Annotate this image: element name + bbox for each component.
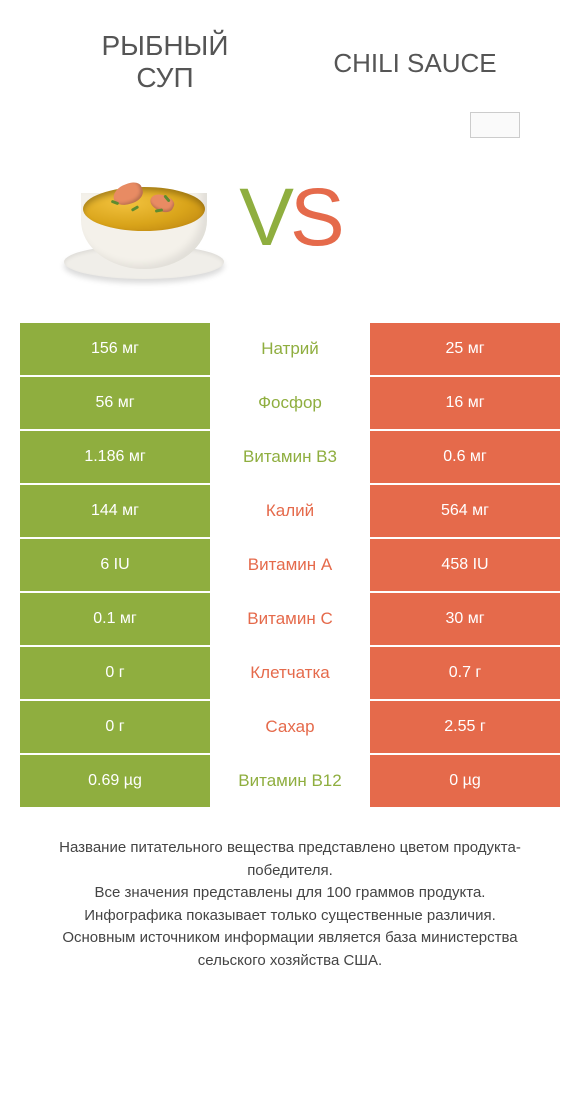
cell-left: 6 IU xyxy=(20,539,210,591)
cell-left: 144 мг xyxy=(20,485,210,537)
vs-label: VS xyxy=(239,171,340,265)
cell-label: Витамин C xyxy=(210,593,370,645)
header: РЫБНЫЙ СУП CHILI SAUCE xyxy=(0,0,580,104)
product-left-image xyxy=(59,153,229,283)
cell-left: 0 г xyxy=(20,647,210,699)
cell-label: Витамин B3 xyxy=(210,431,370,483)
vs-letter-s: S xyxy=(290,172,341,263)
footnote-line: Название питательного вещества представл… xyxy=(30,837,550,882)
cell-right: 458 IU xyxy=(370,539,560,591)
cell-left: 0.69 µg xyxy=(20,755,210,807)
cell-left: 156 мг xyxy=(20,323,210,375)
product-left-title-line2: СУП xyxy=(40,62,290,94)
footnote-line: Основным источником информации является … xyxy=(30,927,550,972)
product-left-title-line1: РЫБНЫЙ xyxy=(40,30,290,62)
cell-right: 16 мг xyxy=(370,377,560,429)
table-row: 0.69 µgВитамин B120 µg xyxy=(20,755,560,809)
cell-label: Сахар xyxy=(210,701,370,753)
footnote-line: Все значения представлены для 100 граммо… xyxy=(30,882,550,905)
vs-letter-v: V xyxy=(239,172,290,263)
cell-right: 30 мг xyxy=(370,593,560,645)
cell-right: 0 µg xyxy=(370,755,560,807)
table-row: 144 мгКалий564 мг xyxy=(20,485,560,539)
cell-left: 56 мг xyxy=(20,377,210,429)
table-row: 1.186 мгВитамин B30.6 мг xyxy=(20,431,560,485)
product-left-title: РЫБНЫЙ СУП xyxy=(40,30,290,94)
footnote: Название питательного вещества представл… xyxy=(0,809,580,972)
cell-label: Витамин A xyxy=(210,539,370,591)
cell-right: 2.55 г xyxy=(370,701,560,753)
comparison-table: 156 мгНатрий25 мг56 мгФосфор16 мг1.186 м… xyxy=(0,323,580,809)
product-right-title: CHILI SAUCE xyxy=(290,30,540,79)
placeholder-badge xyxy=(470,112,520,138)
table-row: 156 мгНатрий25 мг xyxy=(20,323,560,377)
cell-right: 0.7 г xyxy=(370,647,560,699)
badge-row xyxy=(0,104,580,143)
table-row: 0 гСахар2.55 г xyxy=(20,701,560,755)
cell-label: Калий xyxy=(210,485,370,537)
footnote-line: Инфографика показывает только существенн… xyxy=(30,905,550,928)
cell-left: 0 г xyxy=(20,701,210,753)
cell-left: 0.1 мг xyxy=(20,593,210,645)
cell-left: 1.186 мг xyxy=(20,431,210,483)
cell-label: Клетчатка xyxy=(210,647,370,699)
cell-label: Натрий xyxy=(210,323,370,375)
cell-label: Фосфор xyxy=(210,377,370,429)
table-row: 0.1 мгВитамин C30 мг xyxy=(20,593,560,647)
table-row: 6 IUВитамин A458 IU xyxy=(20,539,560,593)
cell-right: 0.6 мг xyxy=(370,431,560,483)
table-row: 0 гКлетчатка0.7 г xyxy=(20,647,560,701)
cell-right: 25 мг xyxy=(370,323,560,375)
vs-row: VS xyxy=(0,143,580,323)
cell-label: Витамин B12 xyxy=(210,755,370,807)
table-row: 56 мгФосфор16 мг xyxy=(20,377,560,431)
cell-right: 564 мг xyxy=(370,485,560,537)
